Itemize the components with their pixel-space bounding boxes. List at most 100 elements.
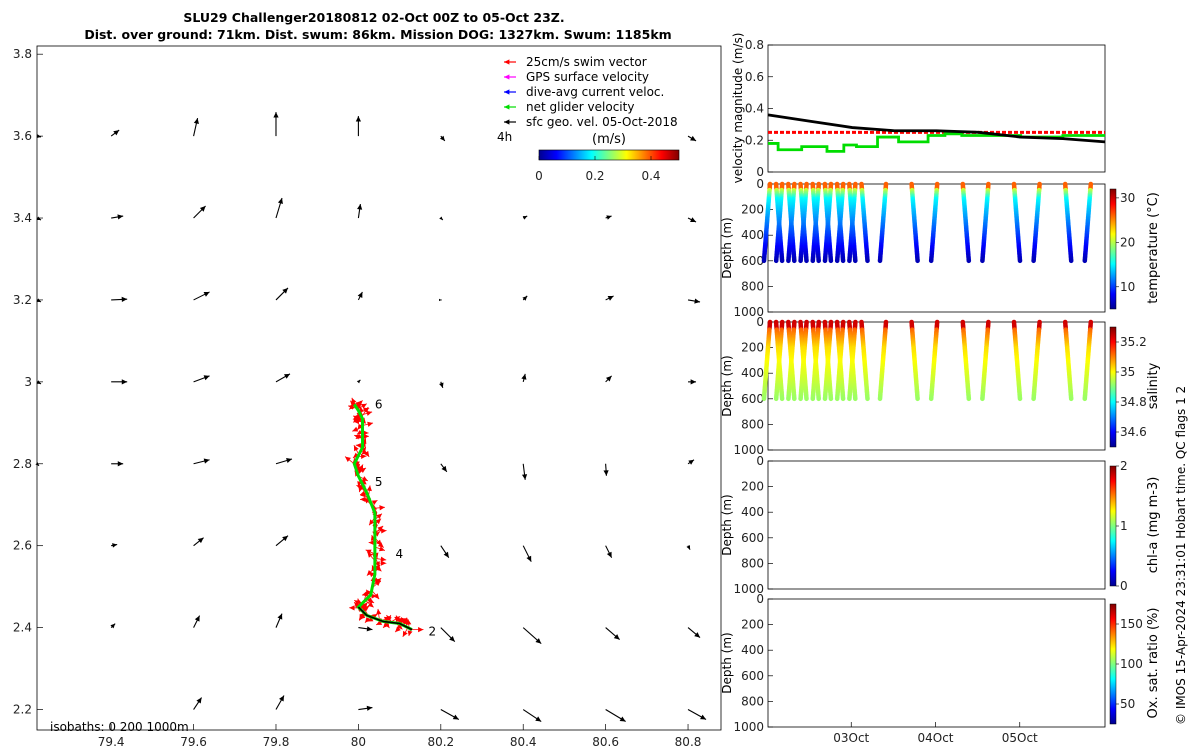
chart-title-line2: Dist. over ground: 71km. Dist. swum: 86k… <box>84 27 671 42</box>
current-vector-head <box>277 198 283 204</box>
current-vector-head <box>535 638 542 644</box>
profile-dot <box>816 396 821 402</box>
current-vector-head <box>690 217 697 223</box>
swim-vector-head <box>364 616 371 623</box>
swim-vector-head <box>353 445 359 452</box>
current-vector-head <box>522 295 528 301</box>
map-x-tick-label: 80.8 <box>675 735 702 749</box>
swim-vector-head <box>360 490 366 496</box>
depth-y-tick-label: 200 <box>741 480 764 494</box>
swim-vector-head <box>369 519 375 526</box>
map-x-tick-label: 79.6 <box>180 735 207 749</box>
current-vector-head <box>357 204 363 210</box>
depth-panel-frame <box>767 460 1106 590</box>
swim-vector-head <box>362 591 368 597</box>
time-tick-label: 03Oct <box>833 731 869 745</box>
swim-vector-head <box>365 549 372 555</box>
profile-dot <box>840 258 846 264</box>
depth-y-tick-label: 400 <box>741 505 764 519</box>
profile-dot <box>980 258 985 264</box>
swim-vector-head <box>402 630 408 637</box>
current-vector-head <box>607 295 614 301</box>
current-vector-head <box>282 535 288 542</box>
swim-vector-head <box>376 608 382 615</box>
swim-vector-head <box>418 627 424 633</box>
swim-vector-head <box>349 404 355 410</box>
swim-vector-head <box>394 616 401 622</box>
current-vector-head <box>121 296 128 303</box>
swim-vector-head <box>407 630 413 637</box>
depth-colorbar-tick-label: 35.2 <box>1120 335 1147 349</box>
current-vector-head <box>441 465 447 472</box>
current-vector-head <box>535 716 542 722</box>
profile-dot <box>773 258 779 264</box>
swim-vector-head <box>380 560 387 566</box>
depth-y-tick-label: 1000 <box>733 305 764 319</box>
swim-vector-head <box>357 469 363 474</box>
current-vector-head <box>686 545 691 550</box>
depth-colorbar-tick-label: 10 <box>1120 280 1135 294</box>
legend-label: 25cm/s swim vector <box>526 55 647 69</box>
profile-dot <box>828 396 834 402</box>
map-x-tick-label: 80.6 <box>592 735 619 749</box>
velocity-y-tick-label: 0 <box>756 165 764 179</box>
velocity-ylabel: velocity magnitude (m/s) <box>731 33 745 184</box>
current-vector-head <box>356 379 361 384</box>
legend-swatch-head <box>504 89 510 95</box>
swim-vector-head <box>368 540 374 545</box>
swim-vector-head <box>371 593 377 599</box>
current-vector-head <box>196 697 202 704</box>
current-vector-head <box>605 375 612 382</box>
depth-y-tick-label: 0 <box>756 592 764 606</box>
map-x-tick-label: 80 <box>351 735 366 749</box>
depth-y-tick-label: 1000 <box>733 720 764 734</box>
current-vector-head <box>439 135 445 141</box>
profile-dot <box>840 396 846 402</box>
profile-dot <box>1082 258 1088 264</box>
swim-vector-head <box>352 426 359 432</box>
map-y-ticks: 2.2 2.4 2.6 2.8 3 3.2 3.4 3.6 3.8 <box>13 47 43 717</box>
swim-vector-head <box>377 525 384 532</box>
current-vector-head <box>121 379 128 385</box>
profile-dot <box>816 258 821 264</box>
depth-y-tick-label: 600 <box>741 669 764 683</box>
profile-dot <box>822 258 828 264</box>
current-vector-head <box>613 634 620 640</box>
current-vector-head <box>279 695 284 702</box>
current-vector-head <box>366 705 373 711</box>
depth-y-tick-label: 200 <box>741 341 764 355</box>
depth-panel-salinity: 0 200 400 600 800 1000 Depth (m) 34.6 34.8 35 35.2… <box>720 315 1161 457</box>
swim-vector-head <box>356 429 363 435</box>
time-tick-label: 05Oct <box>1002 731 1038 745</box>
legend-swatch-head <box>504 74 510 80</box>
current-vector-head <box>36 380 41 384</box>
current-vector-head <box>284 373 290 379</box>
swim-vector-head <box>349 605 355 611</box>
map-colorbar <box>538 149 680 161</box>
swim-vector-head <box>360 496 366 502</box>
day-label: 2 <box>428 625 436 639</box>
current-vector-head <box>199 206 206 212</box>
velocity-y-tick-label: 0.8 <box>745 38 764 52</box>
swim-vector-head <box>372 613 378 619</box>
map-y-tick-label: 3.2 <box>13 293 32 307</box>
map-x-tick-label: 79.8 <box>263 735 290 749</box>
current-vector-head <box>117 461 124 467</box>
current-vector-head <box>449 635 455 642</box>
depth-ylabel: Depth (m) <box>720 632 734 693</box>
depth-y-tick-label: 800 <box>741 694 764 708</box>
current-vector-head <box>452 714 459 720</box>
swim-vector-head <box>380 556 387 562</box>
current-vector-head <box>36 298 41 302</box>
profile-dot <box>792 396 797 402</box>
map-x-tick-label: 80.2 <box>427 735 454 749</box>
depth-colorbar-tick-label: 30 <box>1120 191 1135 205</box>
map-plot: 79.4 79.6 79.8 80 80.2 80.4 80.6 80.8 2.2 2.4 2.6… <box>13 45 722 749</box>
current-vector-head <box>36 216 41 221</box>
swim-vector-head <box>375 518 382 525</box>
profile-dot <box>810 396 816 402</box>
current-vector-head <box>619 716 626 722</box>
isobaths-label: isobaths: 0 200 1000m <box>50 720 189 734</box>
